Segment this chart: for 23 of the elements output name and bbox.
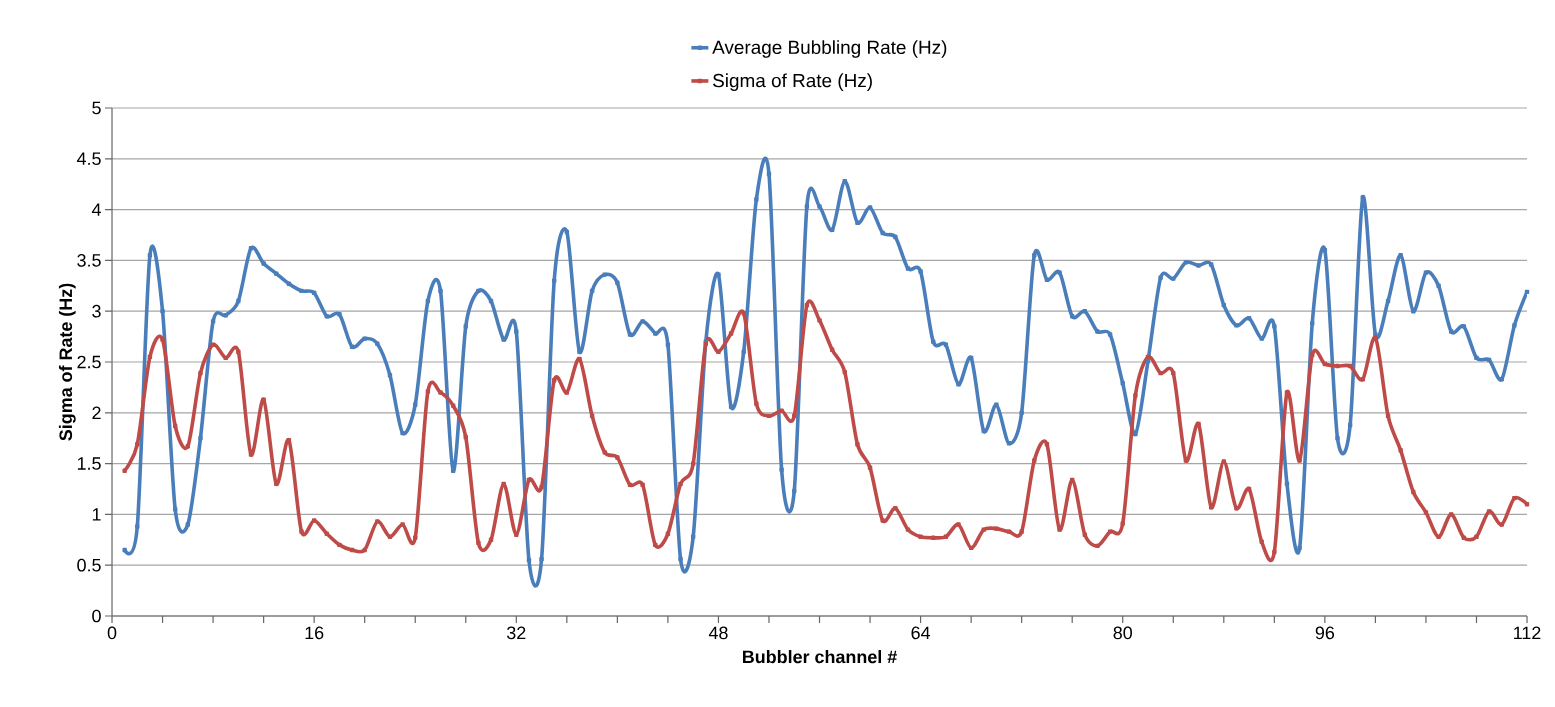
y-tick-label: 0 bbox=[92, 609, 101, 623]
y-axis-title: Sigma of Rate (Hz) bbox=[58, 283, 76, 441]
x-tick-label: 32 bbox=[507, 626, 526, 640]
x-tick-label: 0 bbox=[107, 626, 117, 640]
y-tick-label: 3 bbox=[92, 304, 101, 318]
y-tick-label: 2.5 bbox=[77, 355, 101, 369]
legend-label: Average Bubbling Rate (Hz) bbox=[712, 40, 947, 58]
y-tick-label: 0.5 bbox=[77, 558, 101, 572]
y-tick-label: 4.5 bbox=[76, 152, 101, 166]
x-tick-label: 16 bbox=[305, 626, 324, 640]
x-tick-label: 80 bbox=[1113, 626, 1133, 640]
y-tick-label: 4 bbox=[91, 203, 101, 216]
x-tick-label: 112 bbox=[1514, 626, 1541, 640]
legend-label: Sigma of Rate (Hz) bbox=[713, 73, 872, 91]
y-tick-label: 1.5 bbox=[77, 457, 101, 470]
x-tick-label: 48 bbox=[708, 626, 728, 640]
x-tick-label: 96 bbox=[1315, 626, 1335, 640]
y-tick-label: 1 bbox=[92, 508, 101, 521]
y-tick-label: 5 bbox=[92, 101, 101, 115]
x-tick-label: 64 bbox=[911, 626, 931, 640]
y-tick-label: 2 bbox=[92, 406, 101, 420]
y-tick-label: 3.5 bbox=[77, 254, 101, 267]
x-axis-title: Bubbler channel # bbox=[743, 650, 897, 664]
